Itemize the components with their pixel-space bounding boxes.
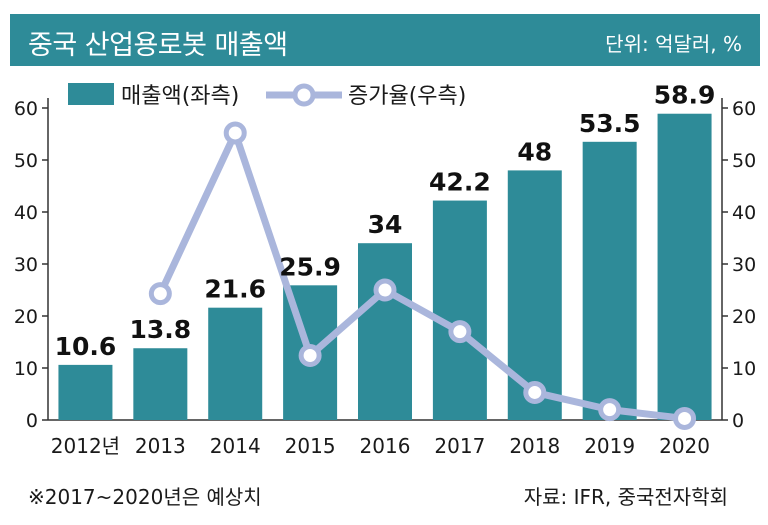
growth-point (373, 278, 397, 302)
x-tick-label: 2016 (360, 434, 411, 458)
y-tick-label-left: 40 (14, 202, 38, 224)
x-tick-label: 2012년 (51, 434, 120, 458)
y-tick-label-left: 50 (14, 150, 38, 172)
growth-line-path (157, 129, 685, 422)
growth-point (223, 121, 247, 145)
unit-label: 단위: 억달러, % (605, 32, 742, 56)
legend: 매출액(좌측) 증가율(우측) (68, 83, 466, 109)
bar (582, 141, 637, 421)
footnote: ※2017~2020년은 예상치 (28, 485, 262, 509)
source-note: 자료: IFR, 중국전자학회 (523, 485, 728, 509)
y-tick-label-right: 0 (732, 410, 744, 432)
growth-point (148, 282, 172, 306)
legend-line-label: 증가율(우측) (348, 84, 466, 109)
y-tick-label-left: 0 (26, 410, 38, 432)
data-label: 10.6 (55, 332, 117, 361)
y-tick-label-right: 10 (732, 358, 756, 380)
bar (58, 364, 113, 420)
growth-line (148, 121, 697, 430)
x-tick-label: 2018 (509, 434, 560, 458)
y-tick-label-right: 60 (732, 98, 756, 120)
bar (133, 348, 188, 420)
data-label: 53.5 (579, 109, 641, 138)
bar (358, 243, 412, 420)
y-tick-label-right: 20 (732, 306, 756, 328)
growth-point (448, 320, 472, 344)
bar (208, 307, 263, 420)
chart-title: 중국 산업용로봇 매출액 (28, 30, 288, 61)
growth-point (598, 398, 622, 422)
y-tick-label-left: 20 (14, 306, 38, 328)
y-tick-label-right: 30 (732, 254, 756, 276)
x-tick-label: 2020 (659, 434, 710, 458)
y-tick-label-left: 10 (14, 358, 38, 380)
growth-point (523, 380, 547, 404)
chart-canvas: 매출액(좌측) 증가율(우측) 0 10 20 30 40 50 60 0 10 20 30 40 50… (14, 81, 756, 458)
x-tick-label: 2014 (210, 434, 261, 458)
data-label: 21.6 (204, 275, 266, 304)
data-label: 25.9 (279, 252, 341, 281)
y-tick-label-left: 30 (14, 254, 38, 276)
chart-header: 중국 산업용로봇 매출액 단위: 억달러, % (10, 14, 760, 66)
data-label: 58.9 (654, 81, 716, 110)
bars (58, 113, 712, 421)
x-tick-label: 2015 (285, 434, 336, 458)
data-labels: 10.6 13.8 21.6 25.9 34 42.2 48 53.5 58.9 (55, 81, 716, 361)
legend-line-marker (292, 83, 316, 107)
legend-bar-label: 매출액(좌측) (121, 84, 239, 109)
data-label: 42.2 (429, 168, 491, 197)
x-tick-label: 2017 (434, 434, 485, 458)
bar (432, 200, 487, 420)
y-tick-label-right: 40 (732, 202, 756, 224)
y-tick-label-right: 50 (732, 150, 756, 172)
growth-point (298, 344, 322, 368)
x-tick-label: 2019 (584, 434, 635, 458)
bar (657, 113, 712, 420)
x-tick-label: 2013 (135, 434, 186, 458)
data-label: 34 (368, 210, 403, 239)
growth-point (673, 406, 697, 430)
legend-bar-swatch (68, 83, 114, 105)
data-label: 13.8 (129, 315, 191, 344)
data-label: 48 (517, 137, 552, 166)
y-tick-label-left: 60 (14, 98, 38, 120)
